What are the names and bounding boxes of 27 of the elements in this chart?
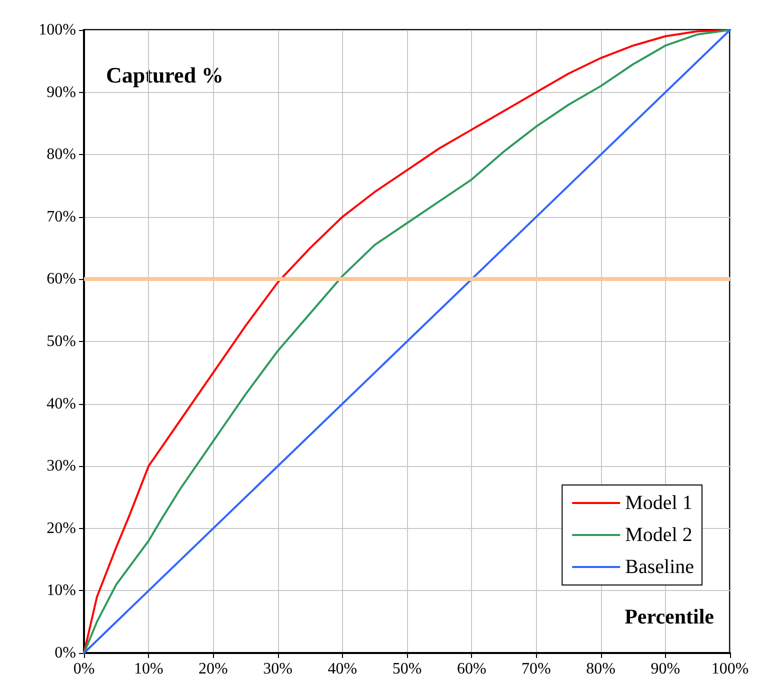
x-tick-label: 10% bbox=[134, 660, 164, 678]
legend-label: Model 2 bbox=[625, 524, 692, 546]
x-tick-label: 30% bbox=[263, 660, 292, 678]
x-tick-label: 0% bbox=[73, 660, 95, 678]
y-tick-label: 80% bbox=[46, 146, 76, 164]
x-tick-label: 70% bbox=[522, 660, 551, 678]
y-tick-label: 0% bbox=[54, 644, 76, 662]
y-tick-label: 90% bbox=[46, 84, 76, 101]
x-tick-label: 50% bbox=[392, 660, 422, 678]
x-tick-label: 20% bbox=[198, 660, 228, 678]
y-tick-label: 10% bbox=[46, 582, 76, 600]
y-tick-label: 50% bbox=[46, 333, 76, 350]
x-tick-label: 60% bbox=[456, 660, 486, 678]
x-tick-label: 40% bbox=[328, 660, 358, 678]
y-tick-label: 30% bbox=[46, 458, 76, 475]
y-axis-title: Captured % bbox=[106, 62, 224, 88]
legend-label: Baseline bbox=[625, 556, 694, 578]
y-tick-label: 20% bbox=[46, 520, 76, 537]
x-axis-title: Percentile bbox=[624, 604, 714, 628]
x-tick-label: 80% bbox=[586, 660, 616, 678]
y-tick-label: 100% bbox=[38, 22, 76, 38]
y-tick-label: 70% bbox=[46, 208, 76, 226]
x-tick-label: 100% bbox=[711, 660, 749, 678]
x-tick-label: 90% bbox=[650, 660, 680, 678]
legend-label: Model 1 bbox=[625, 492, 692, 514]
y-tick-label: 60% bbox=[46, 270, 76, 288]
y-tick-label: 40% bbox=[46, 395, 76, 412]
